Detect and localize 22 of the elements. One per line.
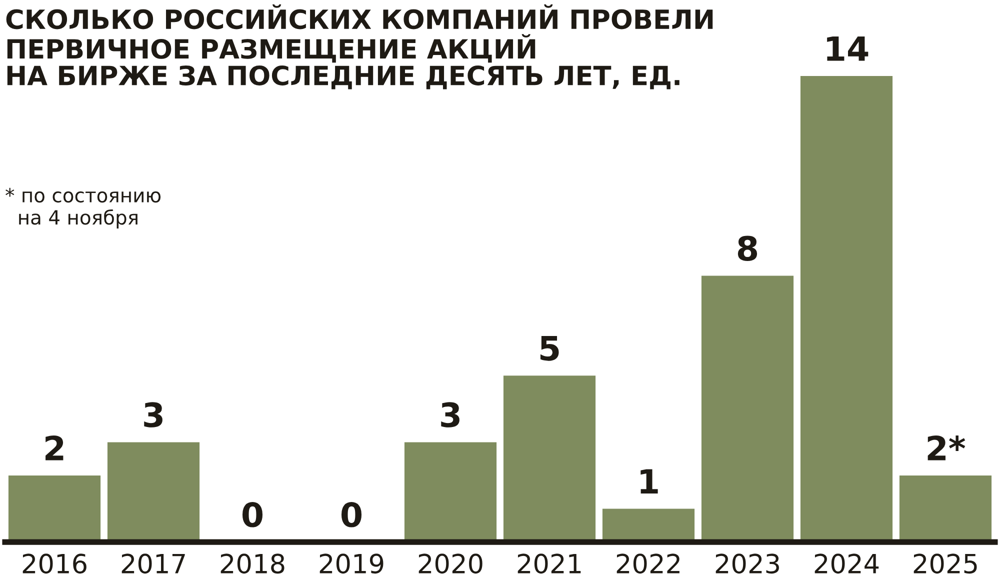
data-label: 5 — [540, 336, 559, 361]
data-label: 2* — [928, 435, 966, 460]
data-label: 14 — [827, 36, 868, 61]
x-tick-label: 2016 — [22, 554, 86, 574]
x-tick-label: 2025 — [914, 554, 977, 574]
x-tick-label: 2019 — [320, 554, 384, 574]
x-tick-label: 2023 — [716, 554, 779, 574]
data-label: 1 — [640, 469, 658, 494]
data-label: 2 — [46, 435, 64, 460]
data-label: 0 — [341, 502, 362, 528]
annotation: * по состоянию на 4 ноября — [6, 188, 161, 229]
data-label: 3 — [144, 402, 162, 428]
x-tick-label: 2022 — [616, 554, 680, 574]
x-tick-label: 2018 — [220, 554, 284, 574]
data-label: 3 — [441, 402, 460, 428]
x-tick-label: 2024 — [814, 554, 879, 574]
x-tick-label: 2021 — [518, 554, 581, 574]
data-label: 0 — [242, 502, 263, 528]
x-tick-label: 2020 — [418, 554, 482, 574]
chart-title: СКОЛЬКО РОССИЙСКИХ КОМПАНИЙ ПРОВЕЛИ ПЕРВИЧНОЕ РАЗМЕЩЕНИЕ АКЦИЙ НА БИРЖЕ ЗА ПОСЛЕДНИЕ ДЕСЯТЬ ЛЕТ, ЕД. — [6, 4, 713, 90]
x-tick-label: 2017 — [122, 554, 185, 574]
data-label: 8 — [738, 236, 758, 261]
